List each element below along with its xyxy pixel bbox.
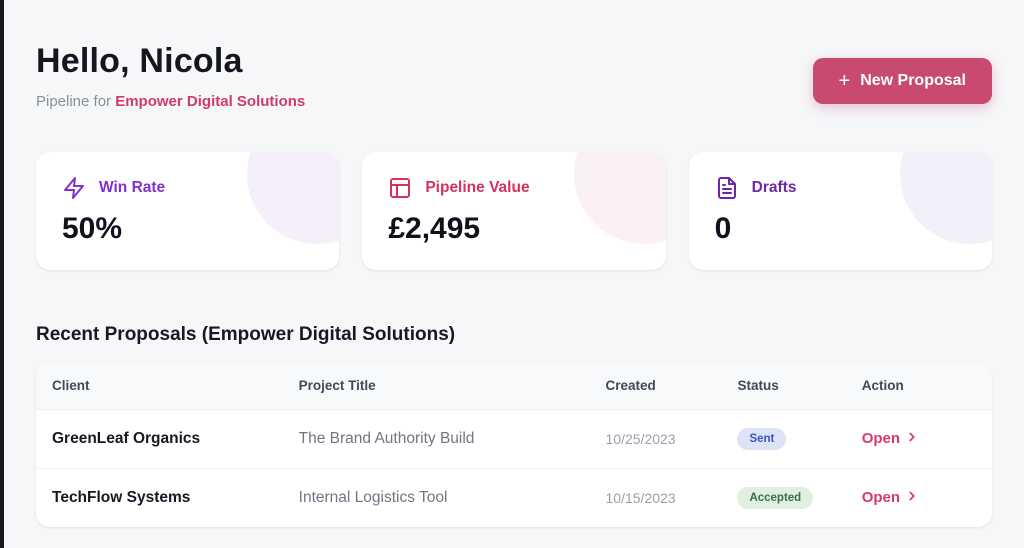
proposals-table: Client Project Title Created Status Acti… xyxy=(36,362,992,527)
created-cell: 10/15/2023 xyxy=(605,490,676,506)
project-title-cell: Internal Logistics Tool xyxy=(298,489,448,506)
page-title: Hello, Nicola xyxy=(36,42,243,80)
created-cell: 10/25/2023 xyxy=(589,409,722,469)
status-badge: Accepted xyxy=(737,487,814,509)
page-header: Hello, Nicola Pipeline for Empower Digit… xyxy=(36,42,992,110)
stat-label: Win Rate xyxy=(99,179,166,196)
stat-value: 50% xyxy=(62,212,123,245)
table-row: GreenLeaf Organics The Brand Authority B… xyxy=(36,409,992,469)
open-proposal-link[interactable]: Open xyxy=(862,430,919,448)
dashboard-page: Hello, Nicola Pipeline for Empower Digit… xyxy=(36,42,992,527)
open-link-label: Open xyxy=(861,430,901,448)
new-proposal-button[interactable]: + New Proposal xyxy=(812,58,992,104)
column-header-status: Status xyxy=(721,362,846,410)
new-proposal-label: New Proposal xyxy=(860,72,966,89)
stat-label: Pipeline Value xyxy=(425,179,530,196)
proposals-table-card: Client Project Title Created Status Acti… xyxy=(36,362,992,527)
stat-card-pipeline-value: Pipeline Value £2,495 xyxy=(362,152,666,270)
company-name: Empower Digital Solutions xyxy=(115,93,306,110)
column-header-action: Action xyxy=(845,362,992,410)
stat-card-drafts: Drafts 0 xyxy=(688,152,992,270)
action-cell: Open xyxy=(846,469,992,528)
client-cell: TechFlow Systems xyxy=(52,489,191,506)
project-title-cell: The Brand Authority Build xyxy=(282,409,590,469)
open-link-label: Open xyxy=(861,489,901,507)
stat-value: 0 xyxy=(714,212,732,245)
zap-icon xyxy=(62,176,86,200)
chevron-right-icon xyxy=(905,489,919,507)
page-subtitle: Pipeline for Empower Digital Solutions xyxy=(36,93,305,110)
section-heading: Recent Proposals (Empower Digital Soluti… xyxy=(36,324,456,345)
layout-icon xyxy=(388,176,412,200)
chevron-right-icon xyxy=(905,430,919,448)
action-cell: Open xyxy=(845,409,992,469)
stat-label: Drafts xyxy=(751,179,797,196)
plus-icon: + xyxy=(838,70,851,92)
stats-row: Win Rate 50% Pipeline Value £2,495 Draft… xyxy=(36,152,992,270)
greeting-block: Hello, Nicola Pipeline for Empower Digit… xyxy=(36,42,305,110)
column-header-created: Created xyxy=(589,362,722,410)
client-cell: GreenLeaf Organics xyxy=(36,409,283,469)
window-edge-strip xyxy=(0,0,4,548)
file-text-icon xyxy=(715,176,739,200)
status-cell: Accepted xyxy=(721,469,845,528)
subtitle-prefix: Pipeline for xyxy=(36,93,116,110)
column-header-client: Client xyxy=(36,362,283,410)
column-header-project-title: Project Title xyxy=(282,362,590,410)
stat-value: £2,495 xyxy=(388,212,481,245)
stat-card-win-rate: Win Rate 50% xyxy=(36,152,340,270)
open-proposal-link[interactable]: Open xyxy=(862,489,919,507)
table-row: TechFlow Systems Internal Logistics Tool… xyxy=(36,469,992,528)
status-badge: Sent xyxy=(737,428,787,450)
table-header-row: Client Project Title Created Status Acti… xyxy=(36,362,992,410)
status-cell: Sent xyxy=(721,409,846,469)
